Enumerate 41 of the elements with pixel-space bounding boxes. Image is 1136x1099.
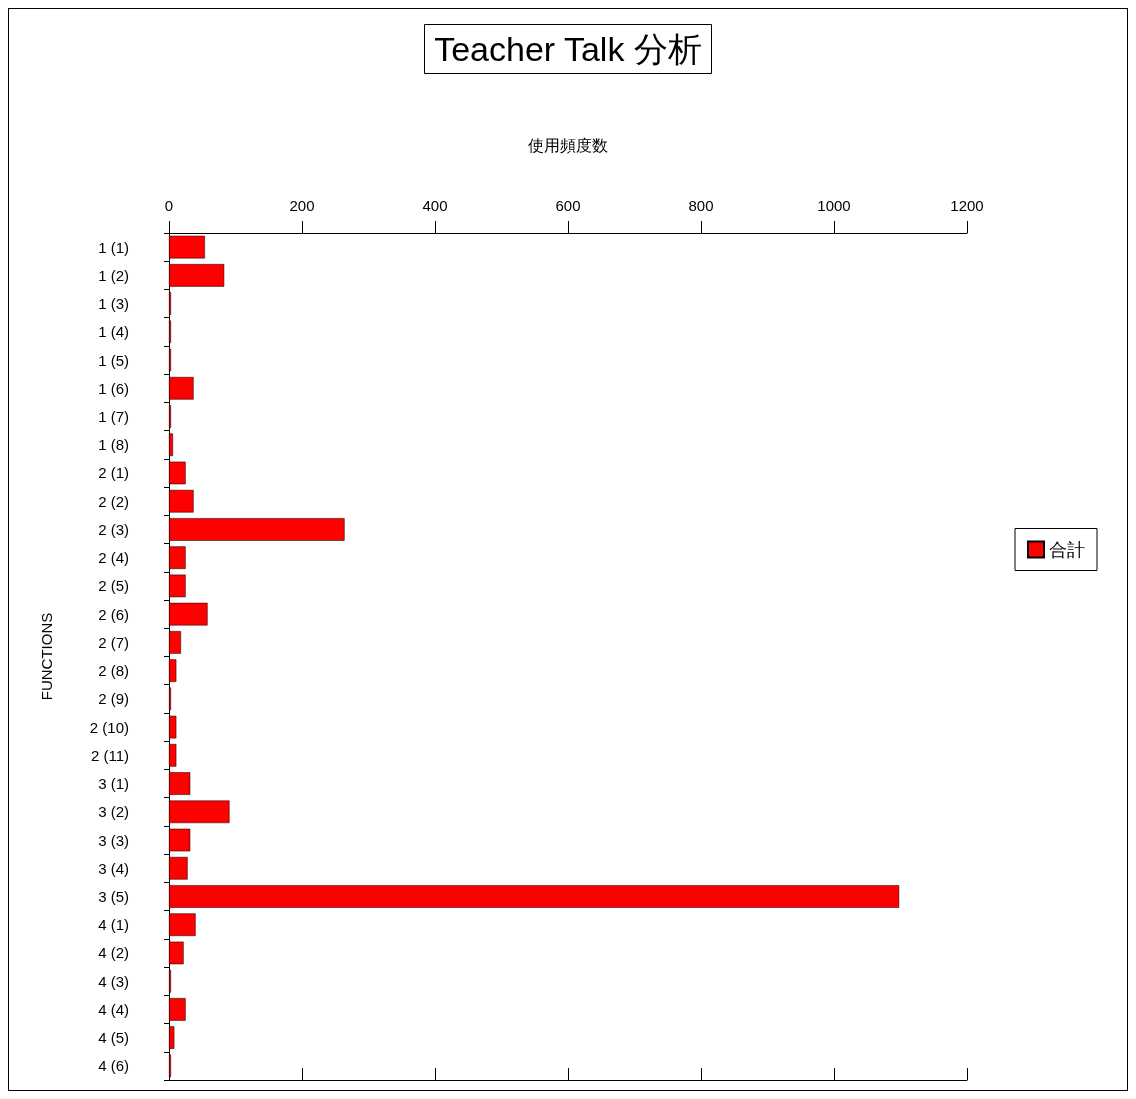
legend-label: 合計 — [1049, 539, 1085, 560]
y-tick-label: 2 (11) — [90, 746, 129, 764]
x-tick-label: 200 — [289, 197, 315, 214]
y-axis-title: FUNCTIONS — [38, 612, 55, 701]
x-tick-label: 600 — [555, 197, 581, 214]
x-tick-label: 1200 — [950, 197, 984, 214]
y-tick-label: 2 (10) — [89, 718, 129, 736]
y-tick-label: 4 (6) — [98, 1057, 129, 1075]
x-tick-label: 400 — [422, 197, 448, 214]
y-tick-label: 2 (6) — [98, 605, 129, 623]
y-tick-label: 2 (7) — [98, 633, 129, 651]
x-axis-title: 使用頻度数 — [528, 136, 608, 154]
x-tick-label: 0 — [164, 197, 174, 214]
y-tick-label: 1 (1) — [98, 238, 129, 256]
y-tick-label: 4 (2) — [98, 944, 129, 962]
y-tick-label: 3 (1) — [98, 775, 129, 793]
y-tick-label: 2 (3) — [98, 520, 129, 538]
y-tick-label: 2 (8) — [98, 662, 129, 680]
y-tick-label: 4 (5) — [98, 1029, 129, 1047]
y-tick-label: 3 (2) — [98, 803, 129, 821]
x-tick-label: 1000 — [817, 197, 851, 214]
chart-title: Teacher Talk 分析 — [434, 30, 702, 68]
y-tick-label: 4 (4) — [98, 1000, 129, 1018]
y-tick-label: 4 (3) — [98, 972, 129, 990]
y-tick-label: 2 (9) — [98, 690, 129, 708]
y-tick-label: 3 (3) — [98, 831, 129, 849]
y-tick-label: 3 (5) — [98, 887, 129, 905]
y-tick-label: 1 (3) — [98, 295, 129, 313]
y-tick-label: 1 (6) — [98, 379, 129, 397]
y-tick-label: 2 (5) — [98, 577, 129, 595]
y-tick-label: 1 (7) — [98, 408, 129, 426]
y-tick-label: 4 (1) — [98, 916, 129, 934]
y-tick-label: 1 (4) — [98, 323, 129, 341]
y-tick-label: 1 (2) — [98, 266, 129, 284]
y-tick-label: 3 (4) — [98, 859, 129, 877]
x-tick-label: 800 — [688, 197, 714, 214]
y-tick-label: 1 (5) — [98, 351, 129, 369]
y-tick-label: 1 (8) — [98, 436, 129, 454]
y-tick-label: 2 (1) — [98, 464, 129, 482]
y-tick-label: 2 (2) — [98, 492, 129, 510]
y-tick-label: 2 (4) — [98, 549, 129, 567]
